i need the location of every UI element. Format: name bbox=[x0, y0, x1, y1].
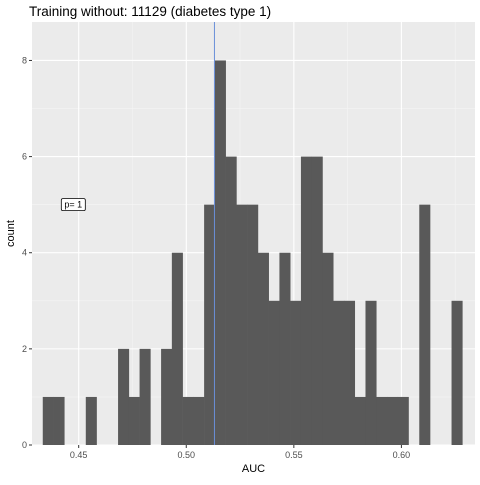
histogram-bar bbox=[225, 156, 237, 445]
histogram-bar bbox=[387, 396, 399, 445]
x-axis-ticks: 0.45 0.50 0.55 0.60 bbox=[70, 445, 410, 460]
histogram-bar bbox=[343, 300, 356, 445]
y-axis-label: count bbox=[5, 220, 17, 247]
histogram-bar bbox=[451, 300, 463, 445]
histogram-bar bbox=[128, 396, 140, 445]
histogram-bar bbox=[161, 348, 173, 445]
histogram-bar bbox=[42, 396, 54, 445]
histogram-bar bbox=[333, 300, 345, 445]
histogram-bar bbox=[257, 252, 269, 445]
histogram-bar bbox=[247, 204, 259, 445]
histogram-bar bbox=[118, 348, 130, 445]
histogram-bar bbox=[300, 156, 312, 445]
x-tick-label: 0.55 bbox=[285, 450, 303, 460]
y-axis-ticks: 0 2 4 6 8 bbox=[22, 55, 32, 450]
histogram-bar bbox=[268, 300, 280, 445]
y-tick-label: 4 bbox=[22, 248, 27, 258]
histogram-bar bbox=[279, 252, 291, 445]
y-tick-label: 8 bbox=[22, 55, 27, 65]
annotation-group: p= 1 bbox=[60, 198, 86, 212]
histogram-bar bbox=[171, 252, 183, 445]
histogram-bar bbox=[397, 396, 409, 445]
histogram-bar bbox=[214, 60, 226, 446]
histogram-bar bbox=[365, 300, 377, 445]
histogram-bar bbox=[182, 396, 194, 445]
x-tick-label: 0.45 bbox=[70, 450, 88, 460]
y-tick-label: 6 bbox=[22, 152, 27, 162]
y-tick-label: 0 bbox=[22, 440, 27, 450]
x-tick-label: 0.60 bbox=[393, 450, 411, 460]
histogram-bar bbox=[53, 396, 65, 445]
histogram-bar bbox=[236, 204, 248, 445]
histogram-bar bbox=[376, 396, 388, 445]
histogram-bar bbox=[193, 396, 205, 445]
annotation-box bbox=[60, 198, 86, 212]
histogram-bar bbox=[290, 300, 302, 445]
histogram-bars bbox=[42, 60, 463, 446]
histogram-bar bbox=[322, 252, 334, 445]
annotation-label: p= 1 bbox=[64, 200, 82, 210]
chart-title: Training without: 11129 (diabetes type 1… bbox=[29, 4, 272, 19]
histogram-bar bbox=[354, 396, 366, 445]
y-tick-label: 2 bbox=[22, 344, 27, 354]
histogram-bar bbox=[311, 156, 323, 445]
histogram-bar bbox=[419, 204, 431, 445]
histogram-bar bbox=[139, 348, 151, 445]
histogram-bar bbox=[204, 204, 216, 445]
x-axis-label: AUC bbox=[242, 463, 265, 475]
histogram-bar bbox=[85, 396, 97, 445]
x-tick-label: 0.50 bbox=[177, 450, 195, 460]
